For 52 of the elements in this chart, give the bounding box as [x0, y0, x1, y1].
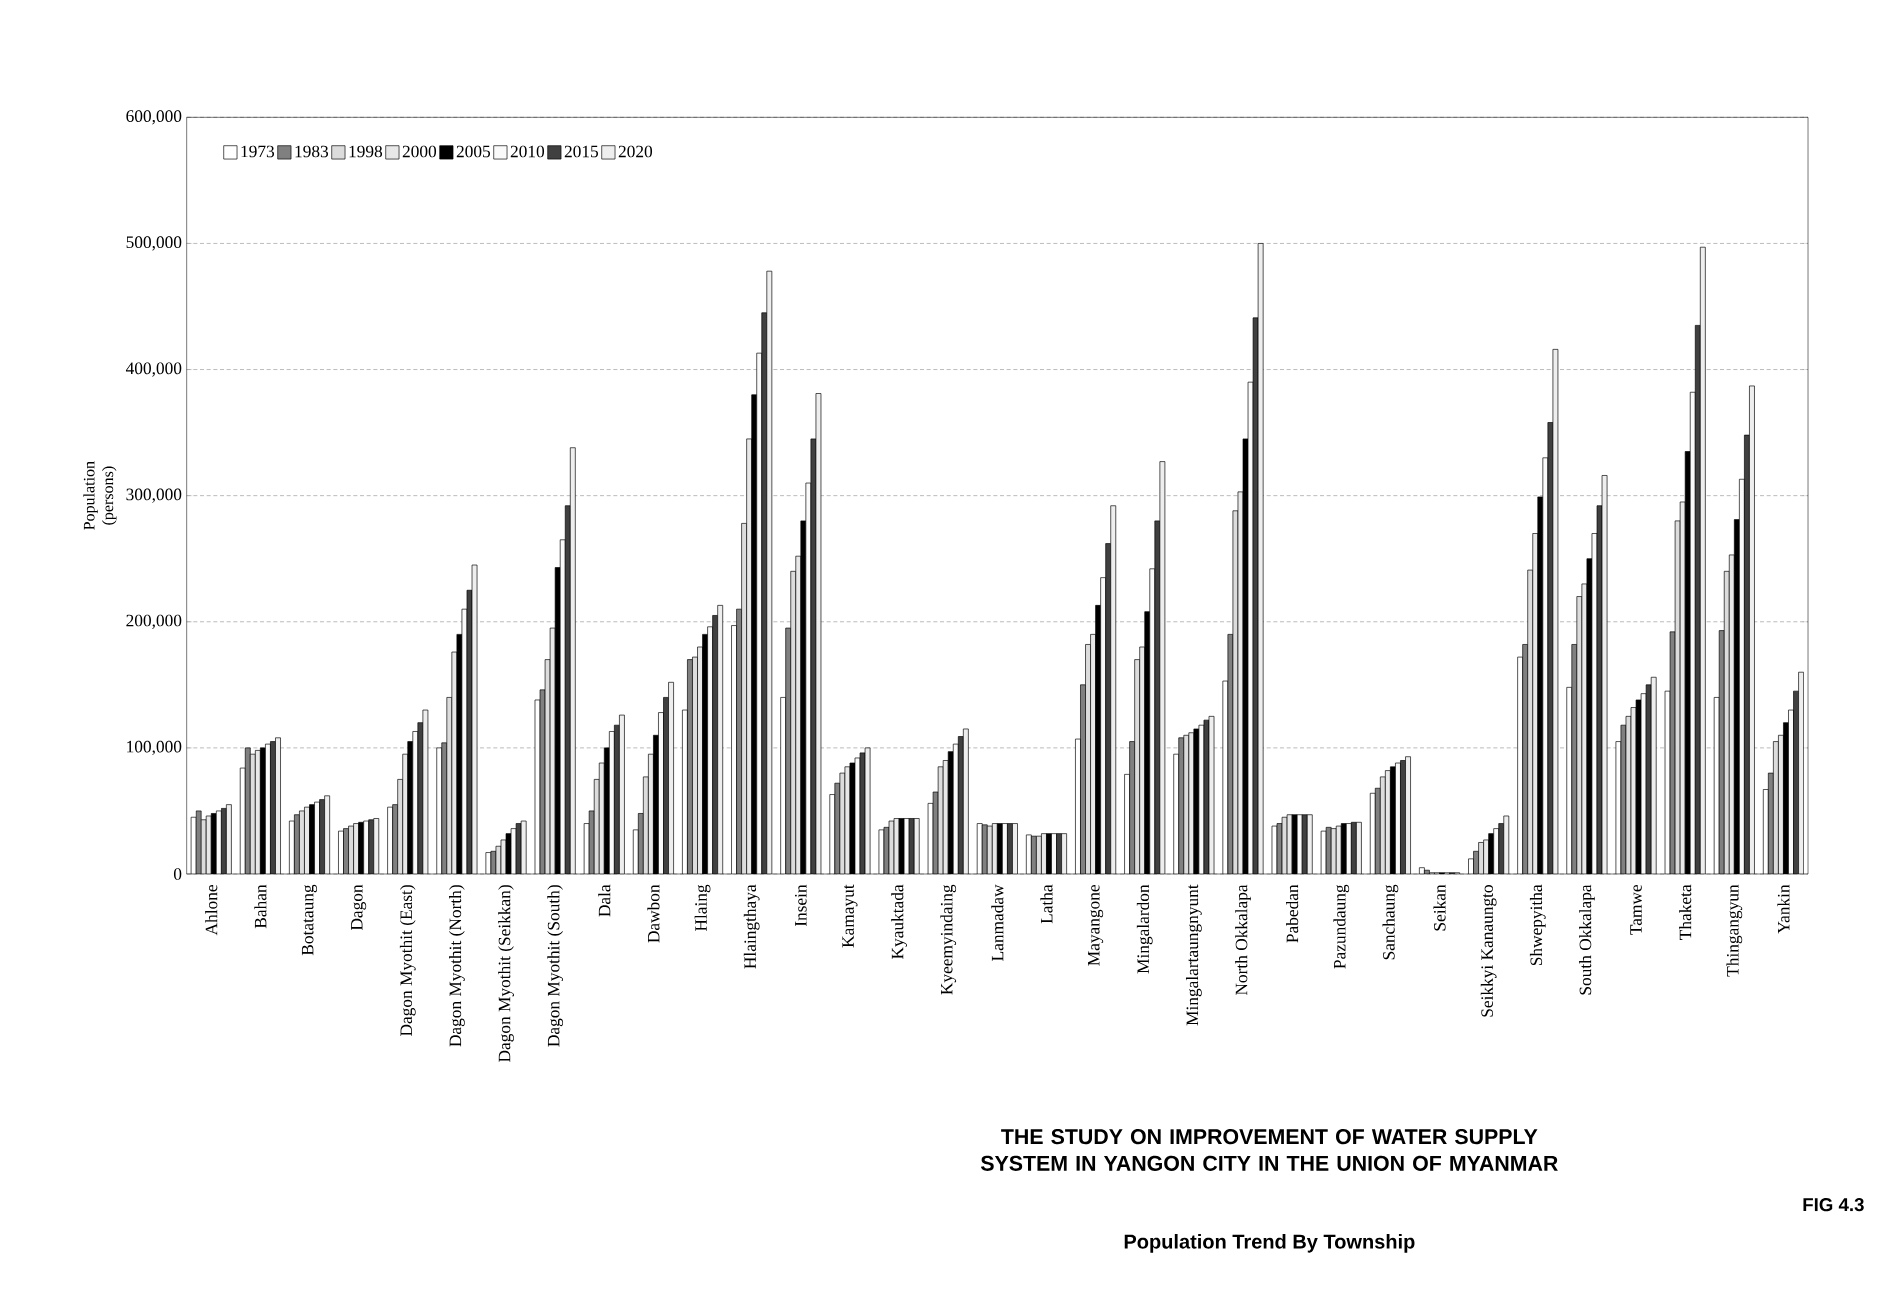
- legend-label: 1973: [241, 145, 275, 158]
- x-tick-label: South Okkalapa: [1579, 884, 1595, 995]
- x-tick-label: Dagon Myothit (Seikkan): [498, 885, 514, 1063]
- caption: FIG 4.3: [1803, 1198, 1864, 1212]
- x-tick-label: Yankin: [1777, 884, 1790, 934]
- x-tick-label: Pazundaung: [1333, 884, 1350, 969]
- legend-label: 2020: [618, 145, 653, 158]
- x-tick-label: Dagon Myothit (North): [449, 885, 465, 1047]
- x-tick-label: Mingalartaungnyunt: [1185, 884, 1202, 1026]
- x-tick-label: Dagon Myothit (East): [399, 885, 416, 1037]
- text: Population Trend By Township: [1124, 1234, 1415, 1253]
- legend-label: 1983: [295, 145, 329, 158]
- text: THE STUDY ON IMPROVEMENT OF WATER SUPPLY SYSTEM IN YANGON CITY IN THE UNION OF MYANMAR: [980, 1129, 1558, 1171]
- y-tick-label: 100,000: [127, 740, 182, 755]
- x-tick-label: Dala: [598, 884, 611, 917]
- x-tick-label: Insein: [794, 884, 807, 927]
- x-tick-label: North Okkalapa: [1235, 884, 1251, 996]
- x-tick-label: Thingangyun: [1726, 884, 1743, 977]
- x-tick-label: Latha: [1040, 884, 1053, 924]
- x-tick-label: Ahlone: [205, 884, 218, 936]
- y-tick-label: 0: [173, 868, 182, 880]
- x-tick-label: Kamayut: [842, 884, 858, 948]
- x-tick-label: Shwepyitha: [1529, 884, 1546, 966]
- legend-label: 2005: [456, 145, 491, 158]
- x-tick-label: Kyauktada: [891, 884, 907, 959]
- x-tick-label: Bahan: [254, 884, 267, 929]
- x-tick-label: Hlaingthaya: [743, 884, 760, 969]
- x-tick-label: Tamwe: [1630, 884, 1642, 935]
- x-tick-label: Sanchaung: [1382, 884, 1399, 960]
- y-tick-label: 500,000: [126, 236, 182, 251]
- x-tick-label: Dagon Myothit (South): [547, 885, 564, 1047]
- y-tick-label: 400,000: [125, 362, 182, 377]
- x-tick-label: Pabedan: [1286, 884, 1299, 943]
- x-tick-label: Mingalardon: [1136, 884, 1153, 974]
- legend-label: 2015: [564, 145, 599, 158]
- x-tick-label: Botataung: [301, 884, 318, 956]
- x-tick-label: Mayangone: [1088, 884, 1104, 966]
- x-tick-label: Dawbon: [647, 884, 660, 943]
- legend-label: 1998: [349, 145, 383, 158]
- legend-label: 2010: [510, 145, 545, 158]
- x-tick-label: Seikan: [1433, 884, 1446, 931]
- y-tick-label: 600,000: [126, 110, 182, 125]
- x-tick-label: Hlaing: [694, 884, 711, 932]
- y-axis-title: Population (persons): [83, 461, 117, 530]
- x-tick-label: Lanmadaw: [991, 884, 1004, 961]
- x-tick-label: Thaketa: [1679, 884, 1692, 940]
- x-tick-label: Kyeemyindaing: [940, 884, 957, 995]
- y-tick-label: 300,000: [126, 488, 182, 503]
- legend-label: 2000: [402, 145, 437, 158]
- y-tick-label: 200,000: [126, 614, 182, 629]
- x-tick-label: Dagon: [351, 884, 367, 931]
- x-tick-label: Seikkyi Kanaungto: [1480, 885, 1497, 1017]
